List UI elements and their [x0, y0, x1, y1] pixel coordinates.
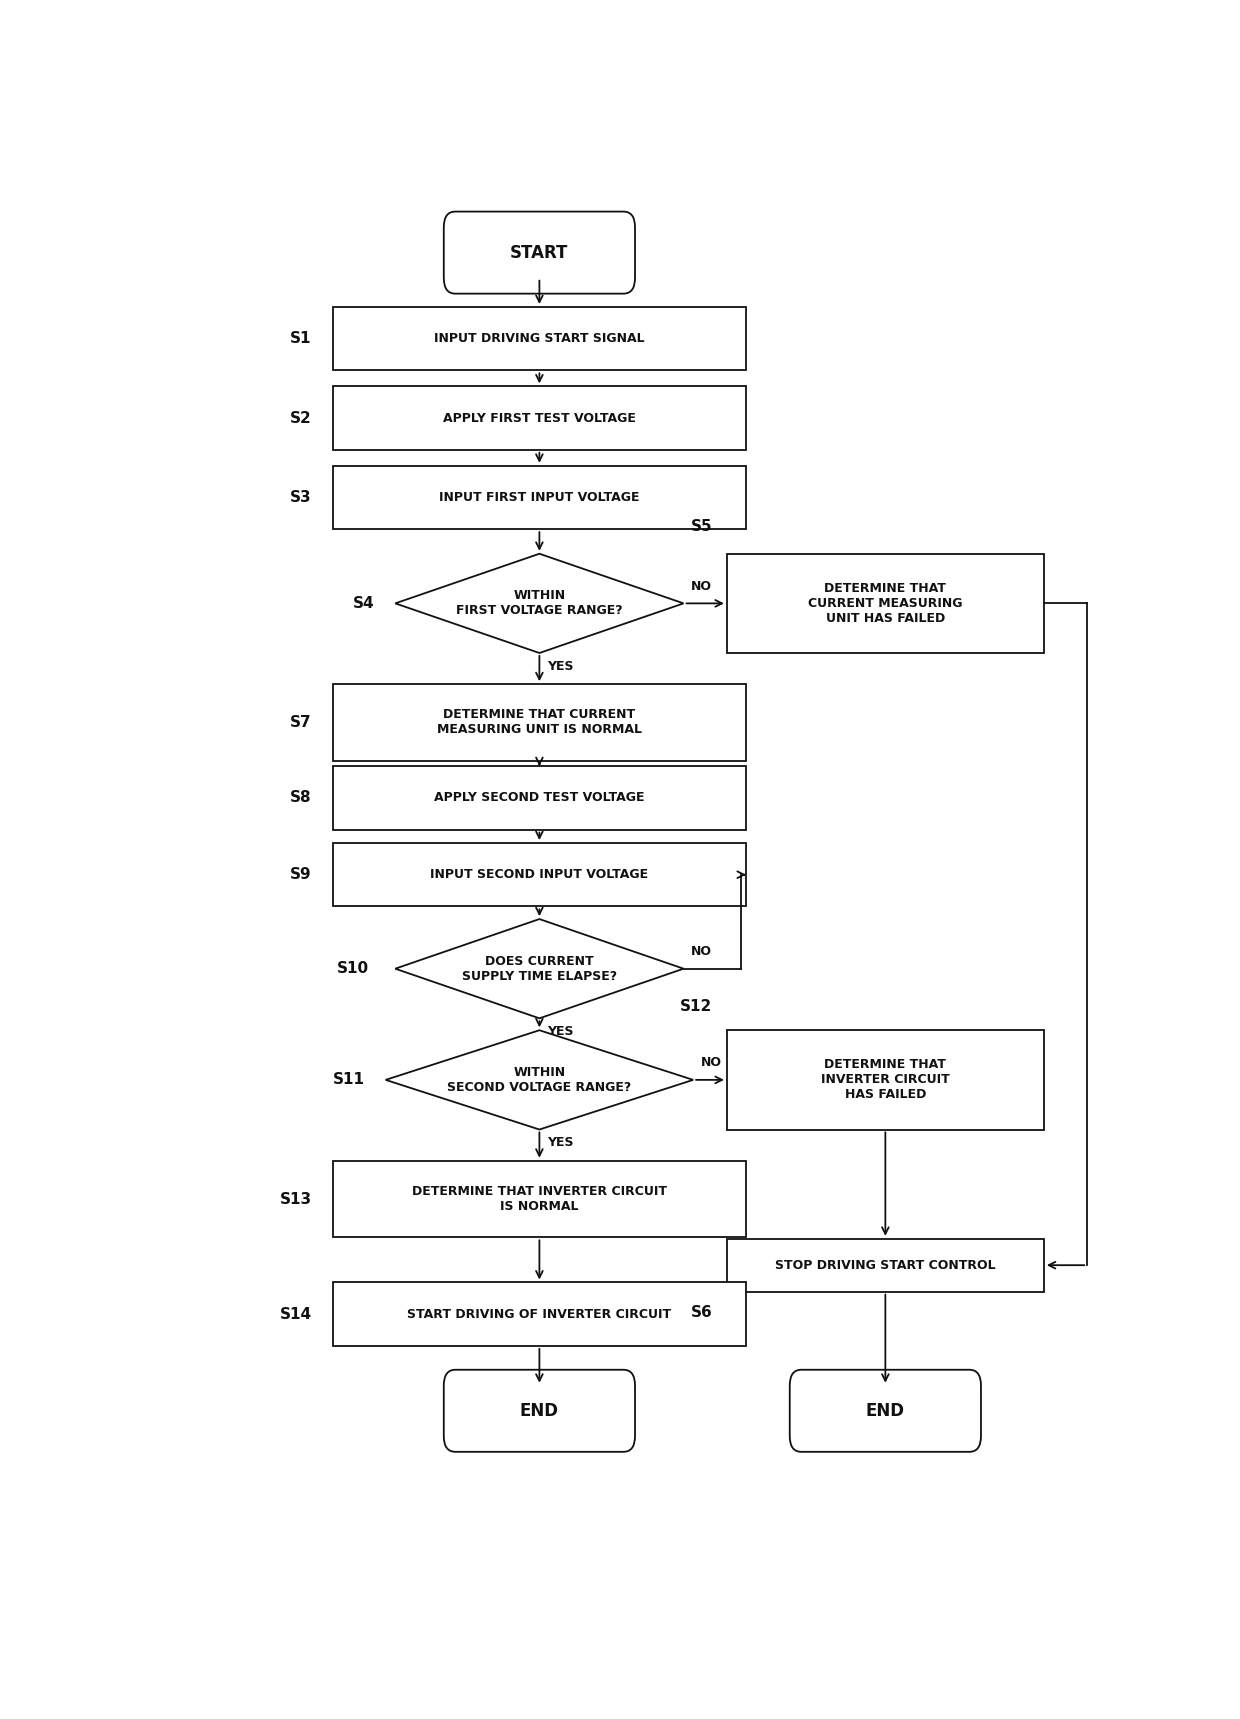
Text: APPLY SECOND TEST VOLTAGE: APPLY SECOND TEST VOLTAGE [434, 791, 645, 804]
Text: DETERMINE THAT
CURRENT MEASURING
UNIT HAS FAILED: DETERMINE THAT CURRENT MEASURING UNIT HA… [808, 581, 962, 626]
Text: NO: NO [691, 579, 712, 593]
Text: END: END [866, 1401, 905, 1420]
Text: S1: S1 [290, 332, 311, 346]
Bar [332, 1282, 746, 1346]
Polygon shape [386, 1030, 693, 1129]
Bar [727, 554, 1044, 653]
Text: START: START [510, 244, 569, 261]
Text: INPUT DRIVING START SIGNAL: INPUT DRIVING START SIGNAL [434, 332, 645, 346]
FancyBboxPatch shape [790, 1370, 981, 1453]
Bar [332, 387, 746, 450]
Text: S9: S9 [290, 866, 311, 882]
Text: S7: S7 [290, 715, 311, 731]
Bar [727, 1030, 1044, 1129]
Bar [332, 684, 746, 762]
Text: APPLY FIRST TEST VOLTAGE: APPLY FIRST TEST VOLTAGE [443, 411, 636, 425]
Text: S8: S8 [290, 791, 311, 806]
Bar [332, 308, 746, 370]
Text: S4: S4 [352, 596, 374, 610]
Text: YES: YES [547, 660, 574, 672]
Text: YES: YES [547, 1025, 574, 1038]
FancyBboxPatch shape [444, 211, 635, 294]
Text: END: END [520, 1401, 559, 1420]
Text: DETERMINE THAT CURRENT
MEASURING UNIT IS NORMAL: DETERMINE THAT CURRENT MEASURING UNIT IS… [436, 708, 642, 736]
Text: NO: NO [701, 1055, 722, 1069]
Text: INPUT SECOND INPUT VOLTAGE: INPUT SECOND INPUT VOLTAGE [430, 868, 649, 882]
Text: INPUT FIRST INPUT VOLTAGE: INPUT FIRST INPUT VOLTAGE [439, 492, 640, 504]
Text: DETERMINE THAT
INVERTER CIRCUIT
HAS FAILED: DETERMINE THAT INVERTER CIRCUIT HAS FAIL… [821, 1059, 950, 1102]
Text: YES: YES [547, 1136, 574, 1148]
Text: S10: S10 [337, 961, 370, 976]
Text: S13: S13 [279, 1191, 311, 1207]
Text: S3: S3 [290, 490, 311, 505]
Text: WITHIN
SECOND VOLTAGE RANGE?: WITHIN SECOND VOLTAGE RANGE? [448, 1066, 631, 1093]
Text: S6: S6 [691, 1305, 712, 1320]
Polygon shape [396, 920, 683, 1018]
Bar [332, 767, 746, 830]
Text: WITHIN
FIRST VOLTAGE RANGE?: WITHIN FIRST VOLTAGE RANGE? [456, 590, 622, 617]
Text: START DRIVING OF INVERTER CIRCUIT: START DRIVING OF INVERTER CIRCUIT [407, 1308, 672, 1320]
Text: S2: S2 [290, 411, 311, 426]
Text: S12: S12 [680, 999, 712, 1014]
Text: S11: S11 [332, 1073, 365, 1088]
Bar [727, 1239, 1044, 1291]
Bar [332, 466, 746, 529]
Text: NO: NO [691, 945, 712, 957]
Text: S5: S5 [691, 519, 712, 535]
Text: STOP DRIVING START CONTROL: STOP DRIVING START CONTROL [775, 1258, 996, 1272]
Text: S14: S14 [279, 1306, 311, 1322]
Bar [332, 1160, 746, 1238]
Bar [332, 842, 746, 906]
Polygon shape [396, 554, 683, 653]
Text: DOES CURRENT
SUPPLY TIME ELAPSE?: DOES CURRENT SUPPLY TIME ELAPSE? [461, 954, 618, 983]
Text: DETERMINE THAT INVERTER CIRCUIT
IS NORMAL: DETERMINE THAT INVERTER CIRCUIT IS NORMA… [412, 1184, 667, 1214]
FancyBboxPatch shape [444, 1370, 635, 1453]
